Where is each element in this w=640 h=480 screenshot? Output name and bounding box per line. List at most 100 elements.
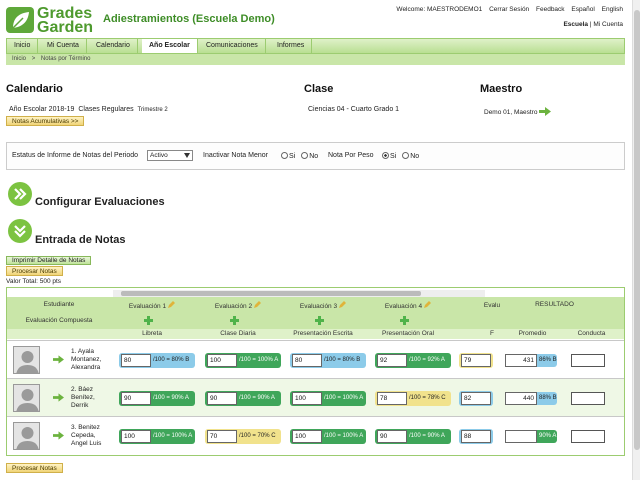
promedio-cell: 448 90% A bbox=[505, 430, 557, 443]
notas-acumulativas-button[interactable]: Notas Acumulativas >> bbox=[6, 116, 85, 126]
grade-cell: 100 /100 = 100% A bbox=[119, 429, 195, 444]
grade-input[interactable]: 78 bbox=[377, 392, 407, 405]
grade-input[interactable]: 82 bbox=[461, 392, 491, 405]
feedback-link[interactable]: Feedback bbox=[536, 6, 565, 13]
promedio-pct: 88% B bbox=[539, 395, 557, 401]
avatar-icon bbox=[13, 384, 40, 412]
language-es-link[interactable]: Español bbox=[571, 6, 595, 13]
conducta-input[interactable] bbox=[571, 392, 605, 405]
conducta-input[interactable] bbox=[571, 354, 605, 367]
resultado-sub-header bbox=[483, 313, 624, 329]
school-link[interactable]: Escuela bbox=[563, 21, 589, 28]
pencil-icon[interactable] bbox=[253, 301, 262, 309]
breadcrumb-separator: > bbox=[31, 56, 36, 62]
chevron-down-icon bbox=[184, 153, 190, 158]
pencil-icon[interactable] bbox=[423, 301, 432, 309]
logo[interactable]: Grades Garden bbox=[6, 5, 96, 36]
logo-text-line2: Garden bbox=[37, 19, 94, 36]
grade-result: /100 = 100% A bbox=[324, 395, 364, 401]
entrada-expand-icon[interactable] bbox=[8, 219, 32, 243]
evaluation-name: Libreta bbox=[142, 330, 162, 337]
table-scroll-thumb[interactable] bbox=[121, 291, 421, 296]
promedio-value: 440 bbox=[505, 392, 537, 405]
grade-cell: 100 /100 = 100% A bbox=[205, 353, 281, 368]
grade-input[interactable]: 100 bbox=[292, 392, 322, 405]
status-label: Estatus de Informe de Notas del Periodo bbox=[12, 152, 139, 159]
evaluation-title[interactable]: Evalu bbox=[483, 302, 501, 309]
arrow-right-icon[interactable] bbox=[53, 431, 64, 440]
inactivar-no-label: No bbox=[309, 153, 319, 160]
pencil-icon[interactable] bbox=[167, 301, 176, 309]
promedio-value: 431 bbox=[505, 354, 537, 367]
language-en-link[interactable]: English bbox=[601, 6, 623, 13]
peso-si-radio[interactable] bbox=[382, 152, 389, 159]
arrow-right-icon[interactable] bbox=[539, 107, 552, 116]
grade-input[interactable]: 100 bbox=[207, 354, 237, 367]
my-account-link[interactable]: Mi Cuenta bbox=[593, 21, 623, 28]
arrow-right-icon[interactable] bbox=[53, 355, 64, 364]
student-name[interactable]: 3. Benitez Cepeda, Angel Luis bbox=[71, 424, 102, 447]
resultado-header: RESULTADO bbox=[483, 297, 624, 313]
evaluation-title[interactable]: Evaluación 2 bbox=[195, 301, 281, 311]
grade-cell: 100 /100 = 100% A bbox=[290, 429, 366, 444]
tab-comunicaciones[interactable]: Comunicaciones bbox=[199, 39, 266, 53]
plus-icon[interactable] bbox=[400, 316, 409, 325]
peso-label: Nota Por Peso bbox=[328, 152, 374, 159]
imprimir-detalle-button[interactable]: Imprimir Detalle de Notas bbox=[6, 256, 92, 265]
conducta-input[interactable] bbox=[571, 430, 605, 443]
evaluation-title[interactable]: Evaluación 3 bbox=[280, 301, 366, 311]
grade-input[interactable]: 90 bbox=[377, 430, 407, 443]
tab-mi-cuenta[interactable]: Mi Cuenta bbox=[40, 39, 87, 53]
grade-cell: 90 /100 = 90% A bbox=[375, 429, 451, 444]
grade-input[interactable]: 100 bbox=[292, 430, 322, 443]
grade-input[interactable]: 80 bbox=[292, 354, 322, 367]
status-select[interactable]: Activo bbox=[147, 150, 193, 161]
valor-total: Valor Total: 500 pts bbox=[6, 278, 62, 285]
promedio-pct: 90% A bbox=[539, 433, 557, 439]
evaluations-subheader-bg bbox=[111, 313, 483, 329]
peso-si-label: Si bbox=[390, 153, 397, 160]
grade-cell: 100 /100 = 100% A bbox=[290, 391, 366, 406]
logout-link[interactable]: Cerrar Sesión bbox=[489, 6, 530, 13]
vertical-scrollbar[interactable] bbox=[632, 0, 640, 480]
inactivar-options: Si No bbox=[277, 152, 318, 160]
inactivar-no-radio[interactable] bbox=[301, 152, 309, 159]
student-name[interactable]: 1. Ayala Montanez, Alexandra bbox=[71, 348, 102, 371]
configurar-evaluaciones-heading[interactable]: Configurar Evaluaciones bbox=[35, 196, 165, 208]
peso-no-radio[interactable] bbox=[402, 152, 410, 159]
tab-inicio[interactable]: Inicio bbox=[7, 39, 39, 53]
scrollbar-thumb[interactable] bbox=[634, 10, 640, 450]
status-bar: Estatus de Informe de Notas del Periodo … bbox=[6, 142, 625, 170]
grade-input[interactable]: 80 bbox=[121, 354, 151, 367]
tab-ano-escolar[interactable]: Año Escolar bbox=[142, 39, 198, 53]
procesar-notas-button[interactable]: Procesar Notas bbox=[6, 266, 63, 276]
grade-input[interactable]: 100 bbox=[121, 430, 151, 443]
grade-result: /100 = 90% A bbox=[239, 395, 275, 401]
breadcrumb-home[interactable]: Inicio bbox=[12, 56, 27, 62]
table-horizontal-scrollbar[interactable] bbox=[113, 290, 485, 297]
student-name[interactable]: 2. Báez Benítez, Derrik bbox=[71, 386, 95, 409]
grade-input[interactable]: 79 bbox=[461, 354, 491, 367]
configurar-expand-icon[interactable] bbox=[8, 182, 32, 206]
procesar-notas-bottom-button[interactable]: Procesar Notas bbox=[6, 463, 63, 473]
grade-input[interactable]: 90 bbox=[207, 392, 237, 405]
grade-input[interactable]: 90 bbox=[121, 392, 151, 405]
plus-icon[interactable] bbox=[230, 316, 239, 325]
evaluation-title[interactable]: Evaluación 1 bbox=[109, 301, 195, 311]
class-type: Clases Regulares bbox=[78, 106, 134, 113]
clase-value: Ciencias 04 - Cuarto Grado 1 bbox=[308, 106, 400, 113]
plus-icon[interactable] bbox=[315, 316, 324, 325]
grade-input[interactable]: 70 bbox=[207, 430, 237, 443]
evaluation-title[interactable]: Evaluación 4 bbox=[365, 301, 451, 311]
pencil-icon[interactable] bbox=[338, 301, 347, 309]
tab-calendario[interactable]: Calendario bbox=[89, 39, 138, 53]
plus-icon[interactable] bbox=[144, 316, 153, 325]
inactivar-si-radio[interactable] bbox=[281, 152, 288, 159]
tab-informes[interactable]: Informes bbox=[270, 39, 313, 53]
promedio-cell: 440 88% B bbox=[505, 392, 557, 405]
breadcrumb-current: Notas por Término bbox=[40, 56, 91, 62]
peso-options: Si No bbox=[378, 152, 419, 160]
arrow-right-icon[interactable] bbox=[53, 393, 64, 402]
grade-input[interactable]: 92 bbox=[377, 354, 407, 367]
grade-input[interactable]: 88 bbox=[461, 430, 491, 443]
